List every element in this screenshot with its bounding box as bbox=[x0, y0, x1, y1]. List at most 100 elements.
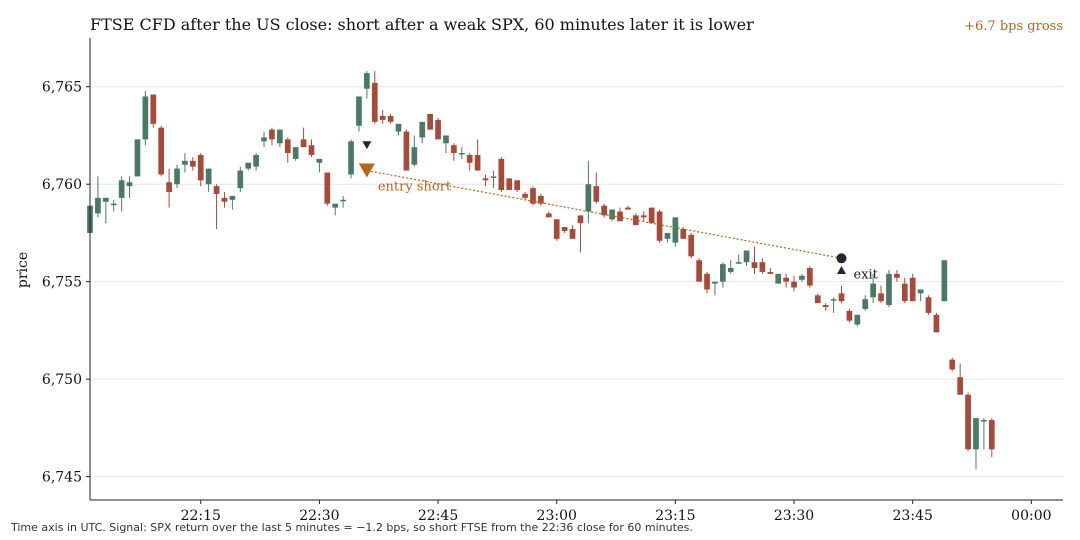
candle bbox=[545, 211, 552, 218]
candle-body bbox=[411, 147, 418, 165]
candle bbox=[870, 273, 876, 304]
candle bbox=[308, 139, 315, 157]
candle-body bbox=[166, 182, 172, 192]
candle-body bbox=[261, 137, 267, 142]
candle bbox=[506, 178, 513, 191]
candle-body bbox=[894, 273, 900, 278]
candle bbox=[261, 131, 267, 148]
candle-body bbox=[118, 180, 125, 198]
candle bbox=[364, 71, 370, 99]
candle bbox=[443, 135, 449, 154]
candle-body bbox=[451, 145, 457, 154]
candle-body bbox=[909, 277, 916, 302]
x-tick-label: 23:30 bbox=[774, 508, 814, 524]
candle bbox=[466, 153, 473, 171]
candle-body bbox=[324, 172, 331, 204]
candle-body bbox=[545, 213, 552, 218]
candle bbox=[110, 199, 117, 212]
candle bbox=[625, 205, 631, 210]
candle bbox=[411, 135, 418, 167]
candle-body bbox=[245, 162, 252, 169]
candle-body bbox=[443, 135, 449, 144]
grid-lines bbox=[90, 86, 1063, 478]
y-tick-label: 6,765 bbox=[42, 80, 82, 96]
candle bbox=[102, 197, 109, 224]
candle-body bbox=[142, 96, 149, 140]
candle-body bbox=[664, 232, 671, 239]
candle bbox=[973, 418, 979, 469]
candle-body bbox=[585, 184, 592, 212]
candle-body bbox=[213, 186, 220, 194]
candle-body bbox=[197, 154, 204, 181]
candle bbox=[830, 297, 837, 313]
candle-body bbox=[379, 115, 386, 120]
candle bbox=[617, 207, 623, 222]
candle-body bbox=[561, 227, 568, 231]
candle bbox=[878, 285, 884, 304]
x-tick-label: 23:45 bbox=[893, 508, 933, 524]
candle bbox=[269, 127, 275, 146]
candle bbox=[150, 94, 157, 128]
y-axis-label: price bbox=[15, 252, 31, 288]
candle bbox=[957, 363, 964, 395]
candle-body bbox=[221, 197, 228, 202]
candle-body bbox=[189, 160, 196, 167]
candle-body bbox=[269, 129, 275, 140]
candle bbox=[569, 225, 576, 239]
candle bbox=[933, 312, 940, 333]
candle bbox=[284, 137, 291, 163]
candle-body bbox=[799, 275, 805, 280]
candle bbox=[419, 121, 426, 144]
candle-body bbox=[933, 314, 940, 333]
candle-body bbox=[981, 420, 987, 422]
candle-body bbox=[648, 207, 655, 224]
candle bbox=[767, 268, 774, 274]
candle-body bbox=[870, 283, 876, 298]
x-tick-label: 23:00 bbox=[537, 508, 577, 524]
candle bbox=[253, 153, 259, 171]
candle-body bbox=[110, 203, 117, 206]
candle bbox=[213, 184, 220, 230]
axes bbox=[89, 38, 1063, 501]
candle bbox=[783, 273, 789, 288]
candle bbox=[640, 211, 647, 222]
candle bbox=[379, 110, 386, 124]
y-ticks: 6,745 6,750 6,755 6,760 6,765 bbox=[42, 80, 90, 486]
candle bbox=[965, 392, 971, 452]
return-badge: +6.7 bps gross bbox=[964, 19, 1063, 34]
candle bbox=[664, 232, 671, 243]
candle-body bbox=[95, 197, 101, 214]
candle-body bbox=[284, 139, 291, 154]
candle-body bbox=[102, 197, 109, 202]
candle-body bbox=[387, 115, 394, 122]
candle-body bbox=[783, 277, 789, 282]
candle bbox=[538, 193, 544, 206]
candle bbox=[672, 217, 679, 247]
candle-body bbox=[553, 219, 560, 239]
candle bbox=[735, 254, 742, 265]
candle bbox=[189, 156, 196, 171]
y-tick-label: 6,755 bbox=[42, 275, 82, 291]
candle-body bbox=[617, 211, 623, 222]
candle-body bbox=[150, 94, 157, 124]
candle bbox=[221, 192, 228, 208]
candle-body bbox=[735, 262, 742, 264]
candle bbox=[593, 172, 600, 204]
y-tick-label: 6,745 bbox=[42, 470, 82, 486]
candle bbox=[807, 266, 813, 288]
candle-body bbox=[506, 178, 513, 191]
signal-marker bbox=[362, 141, 372, 150]
footnote: Time axis in UTC. Signal: SPX return ove… bbox=[10, 521, 693, 534]
candle bbox=[846, 308, 853, 323]
candle-body bbox=[949, 359, 956, 370]
trade-path-line bbox=[366, 169, 842, 259]
candle bbox=[371, 71, 378, 124]
candle-body bbox=[435, 119, 441, 140]
candle-body bbox=[229, 195, 236, 200]
candle bbox=[704, 271, 710, 294]
candle bbox=[118, 176, 125, 212]
candle bbox=[632, 213, 639, 226]
candle bbox=[245, 162, 252, 171]
candle-body bbox=[356, 96, 362, 126]
